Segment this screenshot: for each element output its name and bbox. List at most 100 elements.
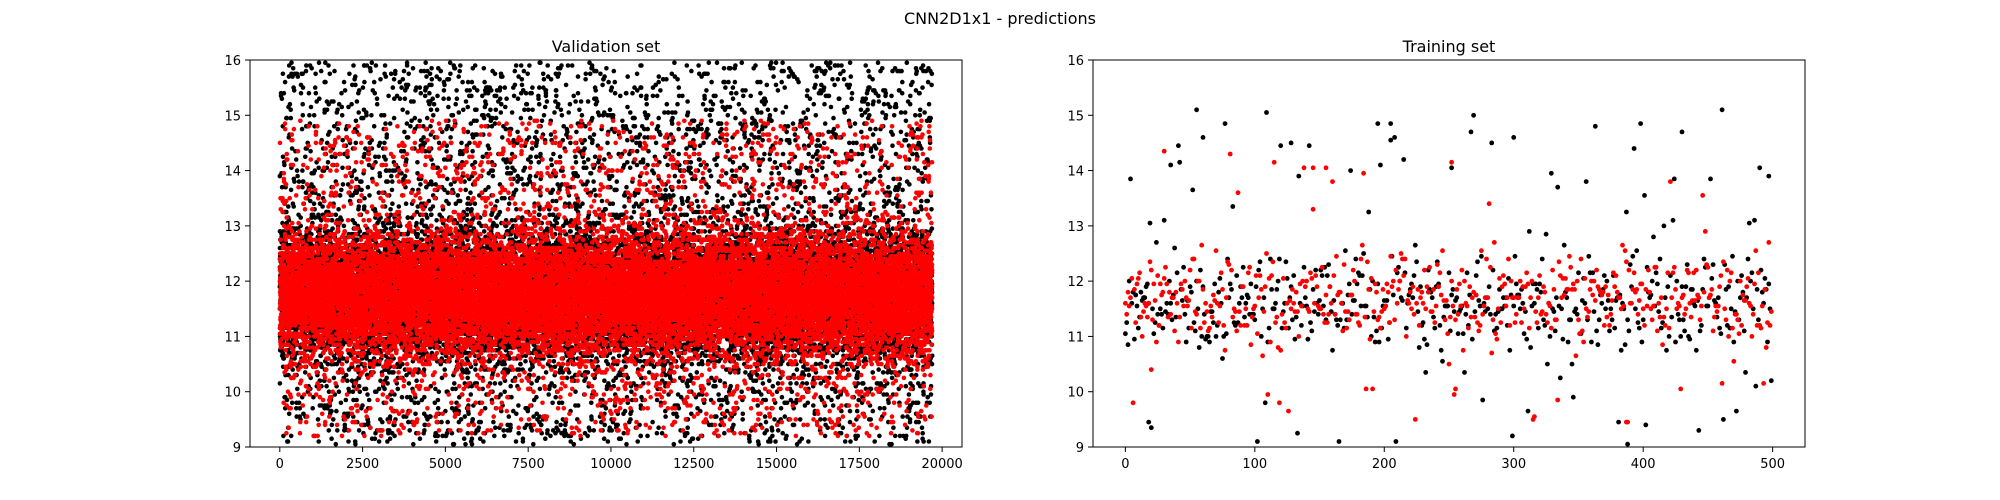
validation-point [286, 439, 291, 444]
validation-point [356, 110, 361, 115]
validation-point [301, 179, 306, 184]
validation-point [392, 434, 397, 439]
validation-point [309, 66, 314, 71]
validation-point [362, 80, 367, 85]
validation-point [326, 63, 331, 68]
validation-point [291, 204, 296, 209]
validation-point [316, 166, 321, 171]
validation-point [400, 108, 405, 113]
validation-point [330, 423, 335, 428]
validation-point [339, 91, 344, 96]
validation-point [404, 201, 409, 206]
validation-point [422, 395, 427, 400]
validation-point [354, 177, 359, 182]
validation-point [335, 428, 340, 433]
validation-point [390, 188, 395, 193]
validation-point [357, 428, 362, 433]
validation-point [323, 80, 328, 85]
validation-point [316, 439, 321, 444]
validation-point [411, 442, 416, 447]
figure-suptitle: CNN2D1x1 - predictions [904, 9, 1096, 28]
validation-point [303, 155, 308, 160]
validation-point [317, 96, 322, 101]
validation-point [391, 370, 396, 375]
validation-point [339, 401, 344, 406]
validation-point [312, 113, 317, 118]
validation-point [281, 72, 286, 77]
validation-point [432, 102, 437, 107]
validation-point [384, 376, 389, 381]
validation-point [331, 417, 336, 422]
validation-point [300, 127, 305, 132]
validation-point [361, 85, 366, 90]
validation-point [309, 105, 314, 110]
validation-point [436, 398, 441, 403]
validation-point [343, 88, 348, 93]
validation-point [434, 218, 439, 223]
validation-point [325, 108, 330, 113]
validation-point [386, 94, 391, 99]
validation-point [401, 77, 406, 82]
validation-point [441, 96, 446, 101]
validation-point [332, 69, 337, 74]
validation-point [429, 213, 434, 218]
validation-point [435, 94, 440, 99]
validation-point [339, 188, 344, 193]
validation-point [326, 160, 331, 165]
validation-point [430, 77, 435, 82]
validation-point [422, 428, 427, 433]
validation-point [411, 99, 416, 104]
validation-point [391, 85, 396, 90]
validation-point [388, 414, 393, 419]
validation-point [407, 428, 412, 433]
validation-point [296, 74, 301, 79]
validation-point [313, 168, 318, 173]
validation-point [372, 124, 377, 129]
validation-point [382, 113, 387, 118]
validation-point [328, 72, 333, 77]
validation-panel: 0 2500 5000 7500 10000 12500 15000 17500 20000 9… [224, 37, 962, 472]
validation-point [377, 387, 382, 392]
validation-point [352, 168, 357, 173]
validation-point [388, 436, 393, 441]
validation-point [414, 221, 419, 226]
validation-point [354, 398, 359, 403]
validation-point [397, 204, 402, 209]
validation-point [307, 113, 312, 118]
validation-point [330, 226, 335, 231]
validation-point [429, 108, 434, 113]
validation-point [313, 72, 318, 77]
validation-point [428, 124, 433, 129]
validation-point [366, 185, 371, 190]
validation-point [388, 121, 393, 126]
validation-point [431, 204, 436, 209]
validation-point [301, 113, 306, 118]
validation-point [327, 130, 332, 135]
validation-point [337, 389, 342, 394]
validation-point [282, 91, 287, 96]
validation-point [403, 174, 408, 179]
validation-point [383, 157, 388, 162]
validation-points [278, 61, 935, 447]
validation-point [353, 442, 358, 447]
validation-point [372, 80, 377, 85]
validation-point [436, 406, 441, 411]
validation-point [362, 204, 367, 209]
validation-point [373, 436, 378, 441]
validation-point [314, 91, 319, 96]
validation-point [289, 188, 294, 193]
validation-point [336, 207, 341, 212]
validation-point [289, 434, 294, 439]
validation-point [442, 83, 447, 88]
validation-point [301, 85, 306, 90]
validation-point [304, 69, 309, 74]
validation-point [286, 204, 291, 209]
validation-point [365, 392, 370, 397]
validation-point [423, 61, 428, 66]
validation-point [427, 91, 432, 96]
validation-point [367, 193, 372, 198]
validation-point [295, 387, 300, 392]
validation-point [370, 61, 375, 66]
validation-point [418, 436, 423, 441]
